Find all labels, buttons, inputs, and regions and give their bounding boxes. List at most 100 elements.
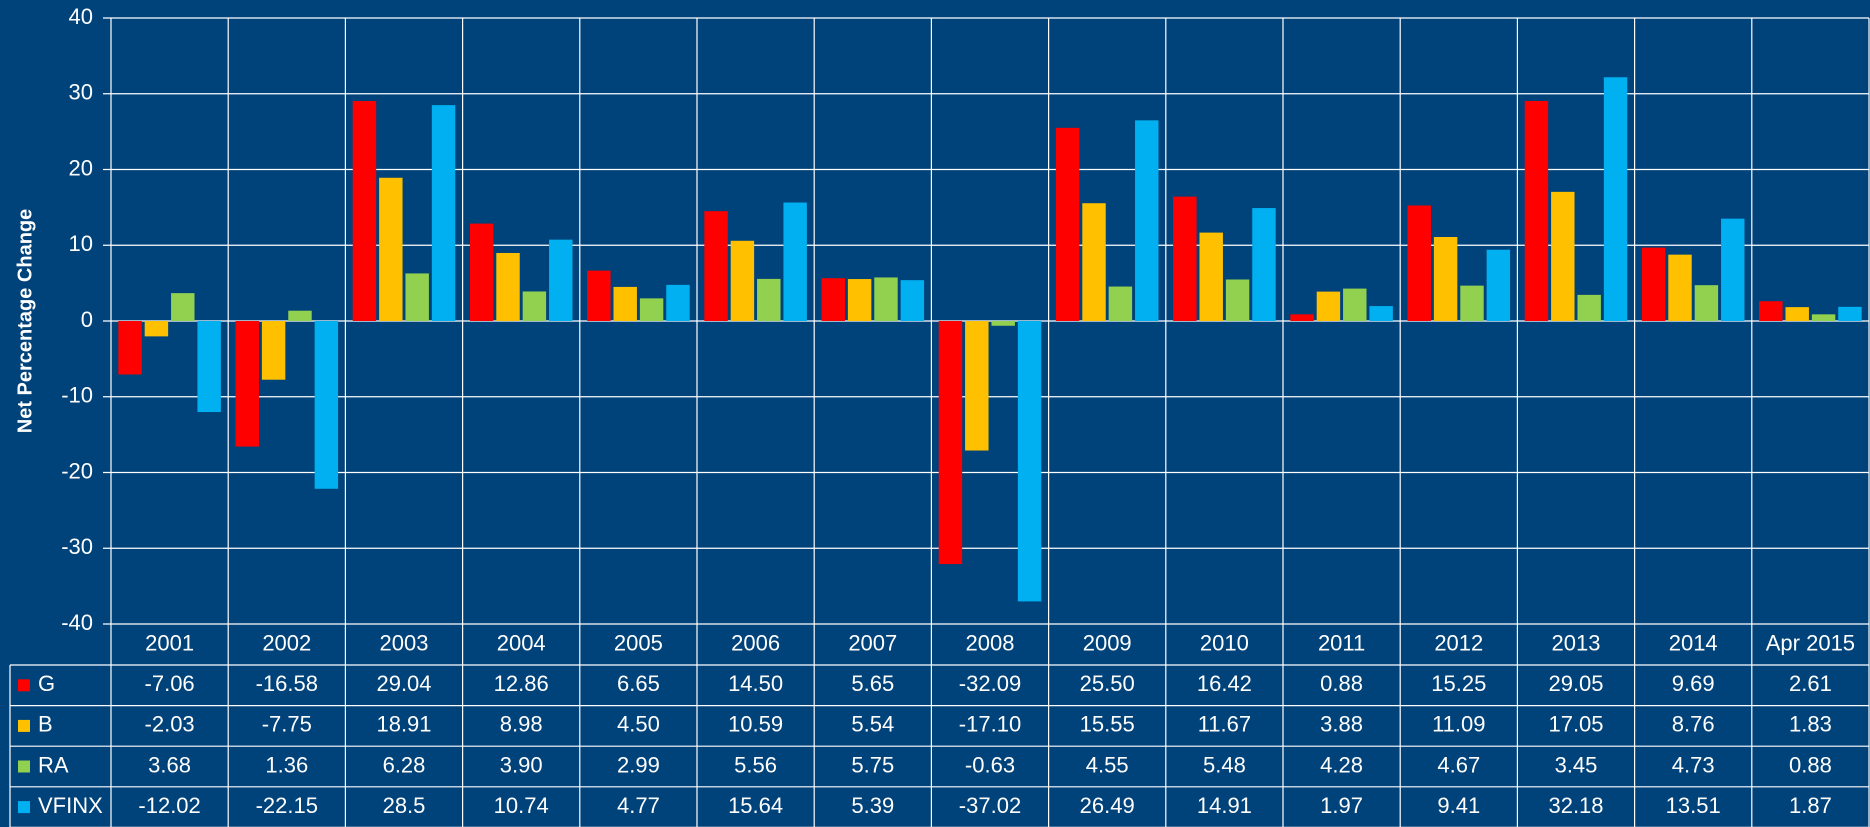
bar <box>1369 306 1393 321</box>
bar <box>352 101 377 321</box>
bar <box>522 291 547 321</box>
bar <box>1811 314 1836 321</box>
data-label: 32.18 <box>1548 793 1603 818</box>
legend-swatch <box>18 719 30 732</box>
bar <box>1460 285 1484 321</box>
y-tick-label: -10 <box>61 383 93 408</box>
x-tick-label: 2009 <box>1083 630 1132 655</box>
bar <box>1721 218 1745 321</box>
y-tick-label: 10 <box>69 231 93 256</box>
data-label: 10.74 <box>494 793 549 818</box>
data-label: 28.5 <box>383 793 426 818</box>
bar <box>1433 236 1458 321</box>
data-label: 11.67 <box>1198 712 1251 737</box>
bar <box>587 270 611 321</box>
bar <box>1577 294 1601 321</box>
bar <box>549 239 573 321</box>
x-tick-label: 2012 <box>1434 630 1483 655</box>
data-label: 4.73 <box>1672 752 1715 777</box>
data-label: 8.98 <box>500 712 543 737</box>
data-label: 5.56 <box>734 752 777 777</box>
x-tick-label: 2011 <box>1318 630 1365 655</box>
bar <box>704 211 728 321</box>
legend-label: RA <box>38 752 69 777</box>
bar <box>1838 306 1862 321</box>
x-tick-label: 2001 <box>145 630 194 655</box>
legend-label: VFINX <box>38 793 103 818</box>
bar <box>431 105 456 321</box>
bar <box>144 321 169 337</box>
bar <box>639 298 664 321</box>
bar <box>1290 314 1314 321</box>
x-tick-label: 2014 <box>1669 630 1718 655</box>
data-label: 11.09 <box>1432 712 1485 737</box>
x-tick-label: 2007 <box>848 630 897 655</box>
bar <box>1055 127 1080 322</box>
data-label: 4.50 <box>617 712 660 737</box>
data-label: 9.69 <box>1672 671 1715 696</box>
data-label: 0.88 <box>1789 752 1832 777</box>
bar <box>1785 307 1809 321</box>
bar <box>469 223 494 321</box>
data-label: 5.48 <box>1203 752 1246 777</box>
data-label: -12.02 <box>138 793 200 818</box>
data-label: -17.10 <box>959 712 1021 737</box>
data-label: 14.91 <box>1197 793 1252 818</box>
data-label: 8.76 <box>1672 712 1715 737</box>
bar <box>1225 279 1250 321</box>
data-label: 9.41 <box>1437 793 1480 818</box>
y-tick-label: 40 <box>69 4 93 29</box>
bar <box>1108 286 1133 321</box>
bar <box>874 277 898 321</box>
x-tick-label: 2006 <box>731 630 780 655</box>
x-tick-label: 2005 <box>614 630 663 655</box>
bar <box>1486 249 1511 321</box>
data-label: 4.28 <box>1320 752 1363 777</box>
y-tick-label: 20 <box>69 155 93 180</box>
data-label: 16.42 <box>1197 671 1252 696</box>
data-label: 1.97 <box>1320 793 1363 818</box>
data-label: 12.86 <box>494 671 549 696</box>
x-tick-label: 2008 <box>966 630 1015 655</box>
data-label: -37.02 <box>959 793 1021 818</box>
bar <box>965 321 989 451</box>
bar <box>1524 100 1549 321</box>
bar <box>821 278 845 321</box>
x-tick-label: 2002 <box>262 630 311 655</box>
bar <box>1135 120 1159 321</box>
bar <box>1017 321 1042 602</box>
data-label: 4.67 <box>1437 752 1480 777</box>
x-tick-label: 2010 <box>1200 630 1249 655</box>
bar <box>847 279 872 321</box>
data-label: 3.68 <box>148 752 191 777</box>
data-label: 17.05 <box>1548 712 1603 737</box>
data-label: 1.83 <box>1789 712 1832 737</box>
data-label: 13.51 <box>1666 793 1721 818</box>
data-label: 0.88 <box>1320 671 1363 696</box>
bar <box>938 321 963 565</box>
bar <box>235 321 259 447</box>
data-label: 5.75 <box>851 752 894 777</box>
data-label: 5.54 <box>851 712 894 737</box>
bar <box>730 240 755 321</box>
bar <box>757 278 781 321</box>
bar <box>171 293 195 321</box>
data-label: 15.64 <box>728 793 783 818</box>
data-label: 6.65 <box>617 671 660 696</box>
bar <box>1668 254 1692 321</box>
data-label: 6.28 <box>383 752 426 777</box>
bar <box>1551 191 1575 321</box>
bar <box>405 273 429 321</box>
y-tick-label: 30 <box>69 80 93 105</box>
legend-swatch <box>18 760 30 773</box>
bar <box>288 310 312 321</box>
y-tick-label: 0 <box>81 307 93 332</box>
bar <box>666 284 690 321</box>
bar <box>1407 205 1431 321</box>
data-label: 10.59 <box>728 712 783 737</box>
data-label: -7.06 <box>145 671 195 696</box>
bar <box>197 321 221 413</box>
y-axis-label: Net Percentage Change <box>14 209 36 434</box>
